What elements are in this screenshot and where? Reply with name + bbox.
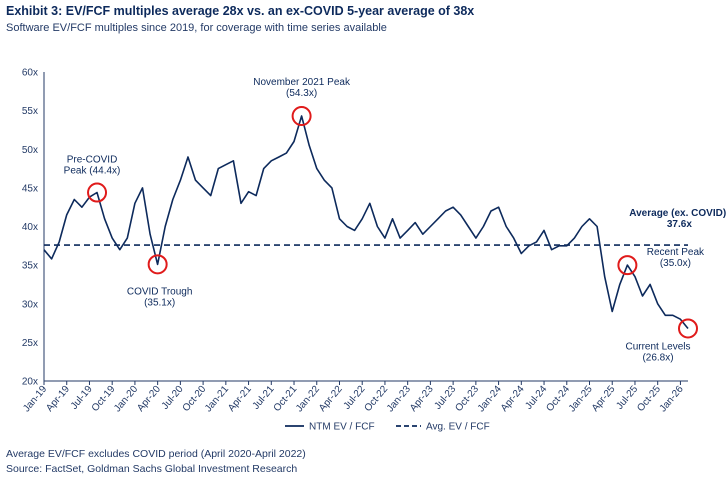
- annotation-label: Pre-COVID: [67, 155, 118, 166]
- x-tick-label: Apr-20: [135, 384, 163, 414]
- annotation-label: November 2021 Peak: [253, 77, 351, 88]
- highlight-circle: [678, 318, 698, 339]
- source-note: Source: FactSet, Goldman Sachs Global In…: [6, 463, 298, 475]
- x-tick-label: Jan-26: [658, 384, 686, 415]
- x-tick-label: Jan-23: [385, 384, 413, 415]
- x-tick-label: Jan-22: [294, 384, 322, 415]
- legend: NTM EV / FCF Avg. EV / FCF: [285, 422, 490, 433]
- x-tick-label: Jan-20: [112, 384, 140, 415]
- highlight-circle: [87, 182, 108, 203]
- y-tick-label: 25x: [22, 338, 38, 349]
- x-tick-label: Apr-21: [226, 384, 254, 414]
- x-tick-label: Apr-24: [499, 384, 527, 414]
- y-tick-label: 55x: [22, 106, 38, 117]
- y-tick-label: 20x: [22, 377, 38, 388]
- footnote: Average EV/FCF excludes COVID period (Ap…: [6, 448, 306, 460]
- y-tick-label: 45x: [22, 183, 38, 194]
- x-tick-label: Apr-25: [590, 384, 618, 414]
- annotation-label: Recent Peak: [647, 247, 705, 258]
- highlight-circle: [617, 255, 638, 276]
- annotation-label: (26.8x): [642, 352, 673, 363]
- x-axis: Jan-19Apr-19Jul-19Oct-19Jan-20Apr-20Jul-…: [21, 380, 688, 415]
- annotation-label: (35.1x): [144, 297, 175, 308]
- y-tick-label: 40x: [22, 222, 38, 233]
- highlight-circle: [291, 106, 312, 127]
- series-layer: [43, 115, 689, 330]
- annotation-label: Current Levels: [625, 341, 690, 352]
- y-tick-label: 60x: [22, 68, 38, 79]
- annotation-label: Average (ex. COVID):: [629, 208, 726, 219]
- y-tick-label: 35x: [22, 261, 38, 272]
- annotation-label: (54.3x): [286, 88, 317, 99]
- annotation-label: 37.6x: [667, 219, 692, 230]
- x-tick-label: Jan-21: [203, 384, 231, 415]
- legend-label-ntm: NTM EV / FCF: [309, 422, 375, 433]
- x-tick-label: Jan-25: [567, 384, 595, 415]
- x-tick-label: Apr-23: [408, 384, 436, 414]
- y-tick-label: 30x: [22, 299, 38, 310]
- y-axis: 20x 25x 30x 35x 40x 45x 50x 55x 60x: [22, 68, 45, 388]
- highlight-circle: [147, 254, 168, 275]
- x-tick-label: Apr-19: [44, 384, 72, 414]
- x-tick-label: Apr-22: [317, 384, 345, 414]
- y-tick-label: 50x: [22, 145, 38, 156]
- x-tick-label: Jan-19: [21, 384, 49, 415]
- annotation-label: COVID Trough: [127, 286, 193, 297]
- chart-title: Exhibit 3: EV/FCF multiples average 28x …: [6, 4, 475, 18]
- chart-subtitle: Software EV/FCF multiples since 2019, fo…: [6, 22, 387, 34]
- annotation-label: Peak (44.4x): [64, 166, 121, 177]
- series-line-ntm-ev-fcf: [43, 115, 689, 330]
- legend-label-avg: Avg. EV / FCF: [426, 422, 490, 433]
- x-tick-label: Jan-24: [476, 384, 504, 415]
- annotation-label: (35.0x): [660, 258, 691, 269]
